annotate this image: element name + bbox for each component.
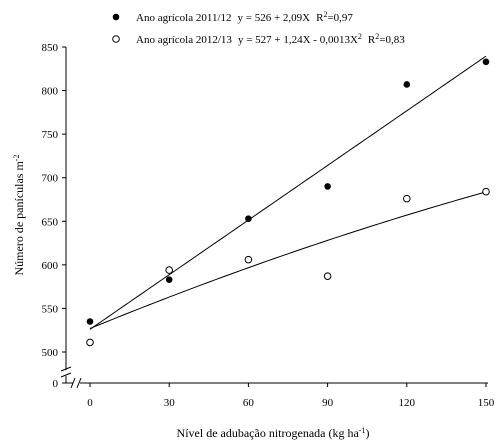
- y-axis-ticks: 0 500 550 600 650 700 750 800 850: [42, 42, 66, 390]
- fit-line-series-0: [89, 55, 487, 330]
- legend-item-2011-12: Ano agrícola 2011/12 y = 526 + 2,09X R2=0,…: [112, 10, 353, 25]
- x-tick-label: 90: [322, 397, 334, 409]
- y-tick-label: 650: [42, 216, 59, 228]
- data-point-series-1: [165, 266, 173, 274]
- x-tick-label: 120: [399, 397, 416, 409]
- data-point-series-0: [245, 215, 252, 222]
- y-tick-label: 0: [53, 378, 59, 390]
- data-point-series-1: [482, 187, 490, 196]
- axes: [60, 47, 488, 389]
- y-tick-label: 550: [42, 303, 59, 315]
- x-tick-label: 60: [243, 397, 255, 409]
- y-tick-label: 600: [42, 260, 59, 272]
- x-tick-label: 150: [478, 397, 495, 409]
- legend-item-2012-13: Ano agrícola 2012/13 y = 527 + 1,24X - 0,…: [112, 32, 405, 47]
- x-tick-label: 30: [164, 397, 176, 409]
- y-tick-label: 800: [42, 86, 59, 98]
- data-point-series-0: [403, 81, 411, 88]
- y-tick-label: 700: [42, 173, 59, 185]
- data-point-series-0: [482, 58, 490, 66]
- legend-label-2011-12: Ano agrícola 2011/12 y = 526 + 2,09X R2=0,…: [136, 10, 353, 25]
- y-axis-break: [60, 366, 72, 378]
- y-tick-label: 750: [42, 129, 59, 141]
- data-point-series-1: [323, 272, 332, 280]
- data-point-series-1: [403, 194, 411, 203]
- fit-lines: [89, 55, 487, 330]
- legend-marker-open: [112, 35, 120, 43]
- data-points: [86, 58, 490, 347]
- y-tick-label: 850: [42, 42, 59, 54]
- fit-line-series-1: [89, 191, 487, 329]
- y-axis-title: Número de panículas m-2: [12, 155, 27, 276]
- legend-label-2012-13: Ano agrícola 2012/13 y = 527 + 1,24X - 0,…: [136, 32, 405, 47]
- data-point-series-0: [165, 276, 173, 283]
- x-axis-ticks: 0 30 60 90 120 150: [87, 383, 495, 409]
- data-point-series-1: [86, 338, 94, 347]
- x-axis-title: Nível de adubação nitrogenada (kg ha-1): [177, 426, 370, 441]
- y-tick-label: 500: [42, 347, 59, 359]
- data-point-series-1: [244, 255, 253, 264]
- data-point-series-0: [86, 318, 94, 325]
- x-tick-label: 0: [87, 397, 93, 409]
- x-axis-break: [70, 377, 82, 389]
- legend: Ano agrícola 2011/12 y = 526 + 2,09X R2=0,…: [112, 10, 405, 47]
- data-point-series-0: [324, 183, 331, 190]
- legend-marker-filled: [112, 13, 120, 21]
